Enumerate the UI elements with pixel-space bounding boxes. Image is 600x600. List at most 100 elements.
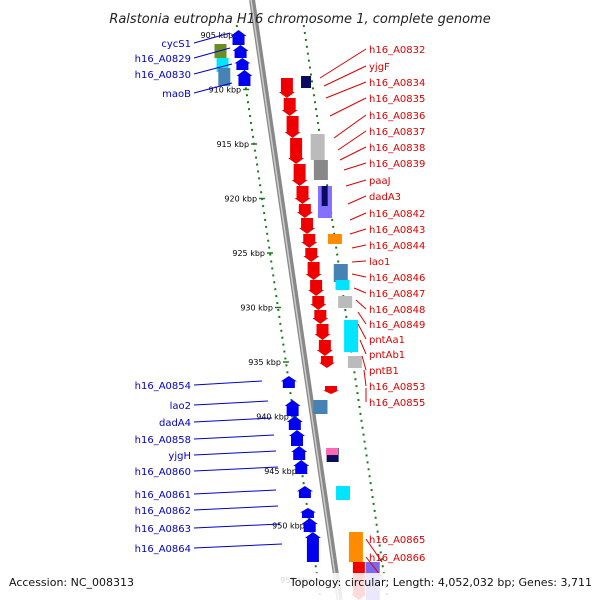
leader-line: [355, 299, 367, 310]
footer-background: [0, 573, 600, 600]
outer-dotted-line: [302, 24, 389, 600]
gene-feature-box: [326, 448, 339, 455]
gene-arrow: [236, 70, 253, 86]
gene-arrow: [304, 532, 321, 562]
gene-feature-box: [336, 486, 351, 500]
gene-label: h16_A0854: [135, 381, 191, 392]
leader-line: [333, 114, 367, 139]
leader-line: [325, 81, 367, 99]
gene-label: h16_A0829: [135, 54, 191, 65]
tick-label: 915 kbp: [216, 140, 249, 149]
tick-label: 950 kbp: [272, 522, 305, 531]
tick-layer: 905 kbp 910 kbp 915 kbp 920 kbp 925 kbp 930 k…: [201, 31, 321, 585]
leader-line: [323, 65, 367, 87]
leader-line: [357, 323, 367, 340]
backbone-line: [249, 0, 343, 600]
gene-arrow: [288, 138, 305, 164]
leader-line: [349, 228, 367, 235]
leader-line: [343, 162, 367, 171]
gene-label: pntB1: [369, 366, 399, 377]
leader-line: [349, 212, 367, 221]
gene-feature-box: [333, 264, 348, 282]
gene-feature-box: [313, 400, 328, 414]
leader-line: [357, 311, 367, 325]
gene-arrow: [234, 58, 251, 70]
gene-label: h16_A0858: [135, 435, 191, 446]
gene-arrow: [296, 486, 313, 498]
gene-feature-box: [348, 532, 363, 562]
leader-line: [347, 195, 367, 205]
leader-line: [193, 434, 275, 440]
gene-arrow: [278, 78, 295, 98]
gene-label: h16_A0835: [369, 94, 425, 105]
gene-label: h16_A0865: [369, 535, 425, 546]
tick-label: 920 kbp: [224, 195, 257, 204]
gene-arrow: [281, 98, 298, 116]
gene-feature-box: [335, 280, 350, 290]
gene-label: h16_A0853: [369, 382, 425, 393]
gene-feature-box: [347, 356, 362, 368]
gene-feature-box: [338, 296, 353, 308]
leader-line: [193, 380, 263, 386]
tick-label: 940 kbp: [256, 413, 289, 422]
leader-line: [353, 287, 367, 294]
ruler-line: [235, 24, 322, 600]
gene-arrow: [303, 248, 320, 262]
gene-arrow: [284, 400, 301, 416]
gene-arrow: [291, 446, 308, 460]
gene-arrow: [299, 508, 316, 518]
gene-arrow: [316, 340, 333, 356]
gene-label: h16_A0861: [135, 490, 191, 501]
gene-label: lao2: [170, 401, 191, 412]
gene-label: h16_A0842: [369, 209, 425, 220]
leader-line: [193, 32, 231, 44]
leader-line: [193, 417, 273, 423]
gene-label: h16_A0837: [369, 127, 425, 138]
leader-line: [193, 489, 277, 495]
gene-label: maoB: [162, 89, 191, 100]
gene-arrow: [294, 186, 311, 204]
gene-label: h16_A0844: [369, 241, 425, 252]
gene-arrow: [289, 430, 306, 446]
gene-label: h16_A0839: [369, 159, 425, 170]
gene-label: cycS1: [161, 39, 191, 50]
gene-label: dadA3: [369, 192, 401, 203]
gene-label: h16_A0834: [369, 78, 425, 89]
gene-arrow: [293, 460, 310, 474]
leader-line: [193, 82, 233, 94]
label-layer: cycS1 h16_A0829 h16_A0830 maoB h16_A0854 lao2…: [135, 32, 425, 581]
gene-feature-box: [327, 234, 342, 244]
gene-feature-box: [344, 320, 359, 352]
gene-arrow: [291, 164, 308, 186]
gene-label: lao1: [369, 257, 390, 268]
leader-line: [365, 538, 383, 563]
leader-line: [193, 523, 281, 529]
gene-feature-box: [218, 68, 231, 86]
gene-label: h16_A0860: [135, 467, 191, 478]
leader-line: [193, 400, 269, 406]
gene-label: paaJ: [369, 176, 391, 187]
gene-arrow: [318, 356, 335, 368]
gene-label: h16_A0848: [369, 305, 425, 316]
leader-line: [345, 179, 367, 187]
tick-label: 930 kbp: [240, 304, 273, 313]
leader-line: [193, 450, 277, 456]
leader-line: [193, 47, 231, 59]
leader-line: [339, 146, 367, 161]
gene-label: h16_A0847: [369, 289, 425, 300]
gene-label: h16_A0832: [369, 45, 425, 56]
gene-arrow: [232, 45, 249, 58]
gene-label: h16_A0846: [369, 273, 425, 284]
gene-label: h16_A0843: [369, 225, 425, 236]
gene-feature-box: [313, 160, 328, 180]
gene-label: pntAa1: [369, 335, 405, 346]
gene-arrow: [286, 416, 303, 430]
gene-label: h16_A0863: [135, 524, 191, 535]
genome-summary-text: Topology: circular; Length: 4,052,032 bp…: [289, 576, 592, 589]
leader-line: [351, 273, 367, 278]
gene-arrow: [299, 218, 316, 234]
tick-label: 945 kbp: [264, 467, 297, 476]
gene-arrow: [322, 386, 339, 394]
gene-label: yjgF: [369, 62, 390, 73]
